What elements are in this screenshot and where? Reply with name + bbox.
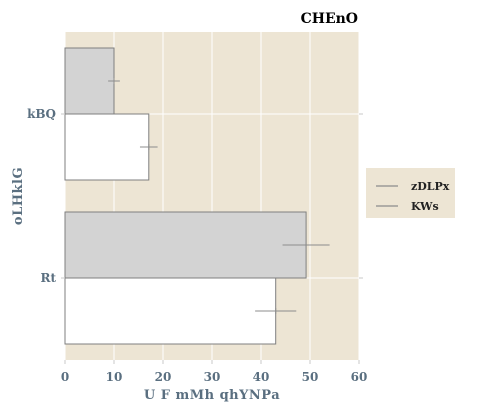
- x-axis-label: U F mMh qhYNPa: [144, 388, 280, 403]
- x-axis-ticks: 0 10 20 30 40 50 60: [61, 360, 368, 384]
- x-tick-label: 60: [351, 370, 368, 384]
- chart-title: CHEnO: [301, 11, 358, 27]
- bars: [64, 47, 307, 345]
- legend-label-kws: KWs: [411, 200, 439, 213]
- legend-label-zdlpx: zDLPx: [411, 180, 450, 193]
- x-tick-label: 50: [302, 370, 319, 384]
- legend-box: [366, 168, 455, 218]
- legend: zDLPx KWs: [366, 168, 455, 218]
- y-tick-label: kBQ: [27, 107, 56, 121]
- x-tick-label: 0: [61, 370, 69, 384]
- bar: [64, 113, 150, 181]
- y-axis-label: oLHklG: [11, 167, 26, 225]
- error-bars: [108, 78, 330, 314]
- y-tick-label: Rt: [40, 271, 56, 285]
- x-tick-label: 10: [106, 370, 123, 384]
- x-tick-label: 30: [204, 370, 221, 384]
- y-axis-ticks: kBQ Rt: [27, 107, 363, 285]
- bar: [64, 277, 277, 345]
- bar: [64, 47, 115, 115]
- x-tick-label: 20: [155, 370, 172, 384]
- x-tick-label: 40: [253, 370, 270, 384]
- bar: [64, 211, 307, 279]
